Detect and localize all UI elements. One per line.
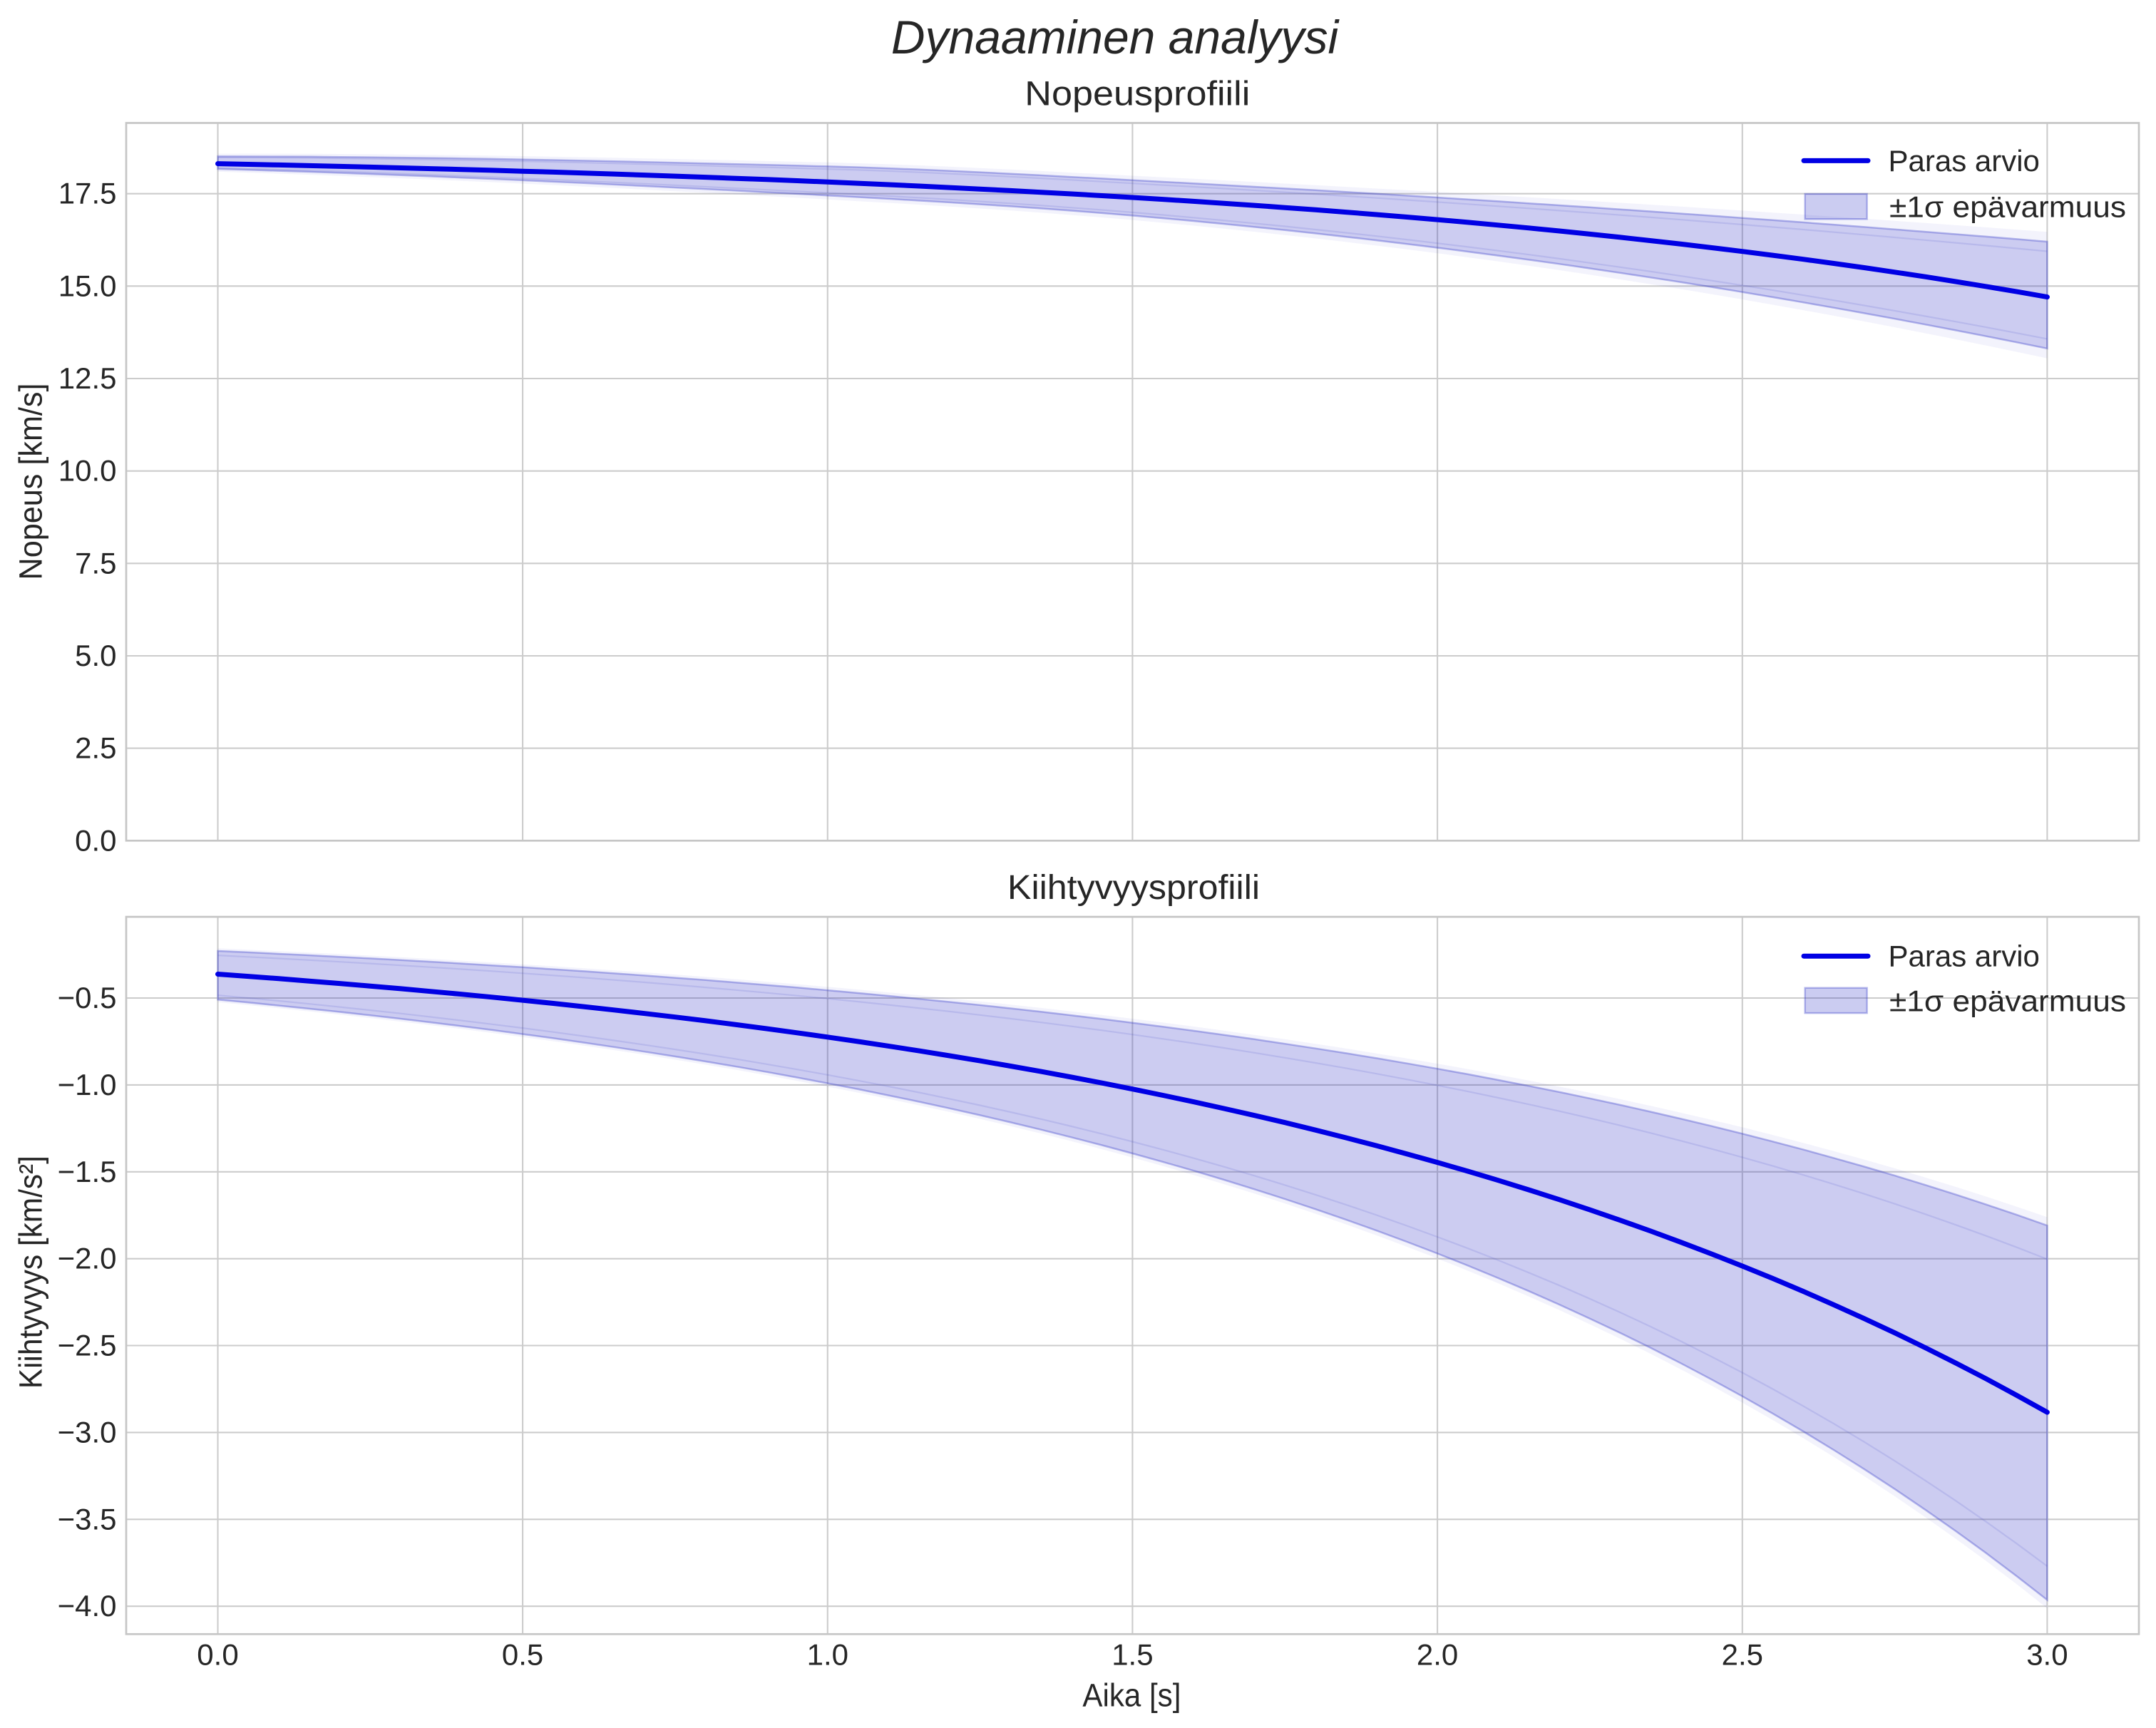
svg-text:±1σ epävarmuus: ±1σ epävarmuus [1889,190,2126,224]
svg-text:12.5: 12.5 [58,361,117,395]
svg-text:1.0: 1.0 [807,1638,848,1672]
svg-text:−3.0: −3.0 [58,1415,117,1449]
svg-text:Kiihtyvyysprofiili: Kiihtyvyysprofiili [1007,868,1260,907]
svg-text:15.0: 15.0 [58,269,117,302]
svg-text:0.5: 0.5 [502,1638,543,1672]
svg-text:0.0: 0.0 [75,823,116,857]
svg-text:3.0: 3.0 [2026,1638,2068,1672]
svg-text:−1.0: −1.0 [58,1068,117,1101]
svg-text:−1.5: −1.5 [58,1155,117,1188]
svg-text:−2.5: −2.5 [58,1329,117,1362]
svg-text:Paras arvio: Paras arvio [1889,940,2040,973]
svg-text:Aika [s]: Aika [s] [1082,1677,1181,1714]
svg-text:−2.0: −2.0 [58,1242,117,1275]
svg-text:Nopeusprofiili: Nopeusprofiili [1025,74,1250,113]
svg-text:−4.0: −4.0 [58,1589,117,1622]
svg-text:17.5: 17.5 [58,177,117,210]
svg-text:1.5: 1.5 [1112,1638,1153,1672]
svg-text:7.5: 7.5 [75,546,116,580]
svg-text:5.0: 5.0 [75,639,116,672]
svg-text:0.0: 0.0 [197,1638,238,1672]
svg-text:Dynaaminen analyysi: Dynaaminen analyysi [891,11,1340,63]
svg-text:2.0: 2.0 [1417,1638,1458,1672]
svg-text:10.0: 10.0 [58,454,117,488]
svg-text:Paras arvio: Paras arvio [1889,144,2040,178]
svg-text:Kiihtyvyys [km/s²]: Kiihtyvyys [km/s²] [12,1156,48,1389]
svg-text:2.5: 2.5 [1722,1638,1763,1672]
svg-text:−0.5: −0.5 [58,981,117,1014]
svg-text:−3.5: −3.5 [58,1502,117,1536]
svg-text:Nopeus [km/s]: Nopeus [km/s] [12,384,48,580]
svg-text:2.5: 2.5 [75,731,116,765]
svg-text:±1σ epävarmuus: ±1σ epävarmuus [1889,984,2126,1018]
